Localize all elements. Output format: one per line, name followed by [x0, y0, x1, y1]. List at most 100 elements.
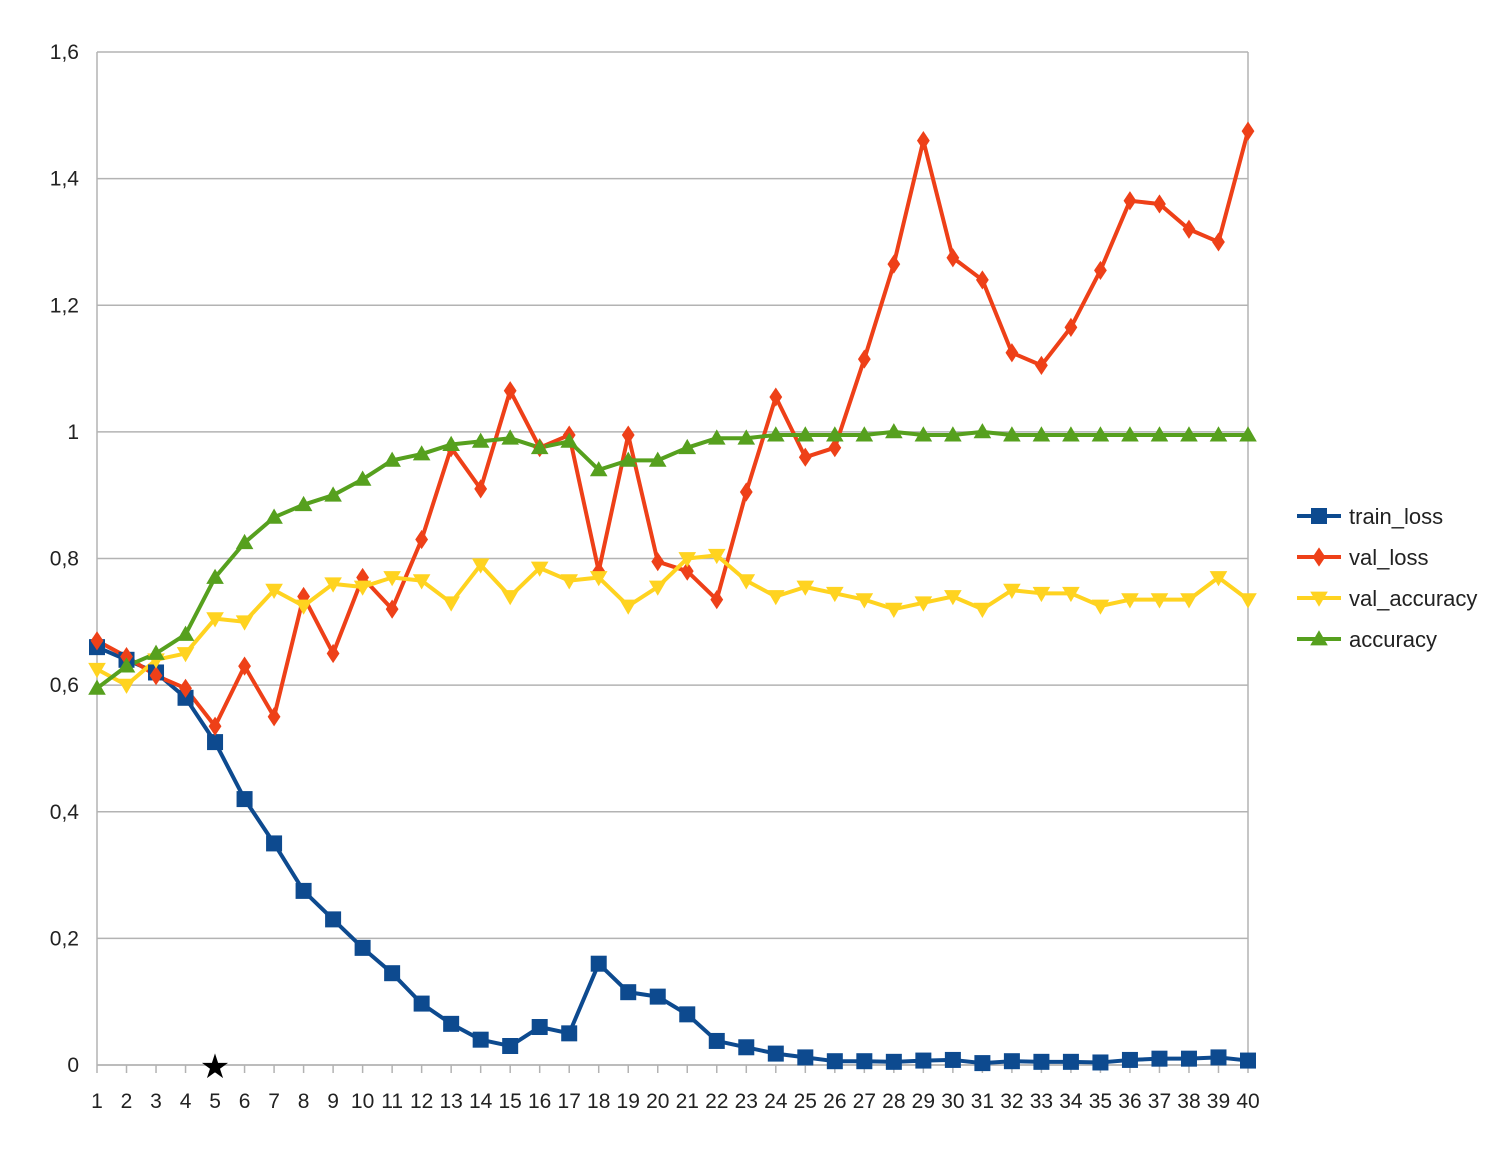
marker-triangle-down: [885, 602, 903, 618]
marker-square: [738, 1039, 755, 1056]
marker-diamond: [887, 254, 901, 274]
marker-triangle-up: [1003, 426, 1021, 442]
marker-triangle-up: [324, 486, 342, 502]
marker-triangle-up: [412, 445, 431, 461]
marker-square: [325, 911, 342, 928]
x-tick-label: 2: [121, 1090, 133, 1113]
marker-diamond: [1035, 355, 1048, 375]
marker-square: [826, 1053, 843, 1070]
marker-square: [1240, 1052, 1256, 1069]
marker-square: [531, 1019, 548, 1036]
x-tick-label: 40: [1236, 1090, 1259, 1113]
marker-diamond: [503, 381, 517, 401]
marker-triangle-up: [471, 432, 490, 448]
marker-triangle-up: [1032, 426, 1051, 442]
marker-triangle-down: [442, 596, 460, 612]
marker-triangle-down: [707, 548, 726, 565]
marker-triangle-down: [176, 647, 195, 663]
marker-triangle-up: [530, 438, 549, 455]
marker-square: [1180, 1050, 1197, 1067]
marker-triangle-up: [796, 426, 815, 442]
marker-triangle-down: [1239, 593, 1257, 609]
marker-triangle-up: [1310, 630, 1328, 646]
marker-square: [885, 1053, 902, 1070]
marker-triangle-down: [412, 574, 431, 590]
marker-triangle-up: [1150, 426, 1169, 442]
marker-square: [1210, 1049, 1227, 1066]
x-tick-label: 28: [882, 1090, 905, 1113]
marker-triangle-up: [1239, 426, 1257, 442]
series-markers: [88, 121, 1257, 1072]
marker-diamond: [916, 131, 930, 151]
x-tick-label: 14: [469, 1090, 493, 1113]
marker-triangle-up: [1062, 426, 1080, 442]
marker-triangle-down: [1091, 599, 1110, 615]
legend-label: val_loss: [1349, 545, 1428, 570]
marker-square: [561, 1025, 578, 1042]
marker-triangle-up: [176, 625, 195, 641]
marker-triangle-down: [265, 583, 283, 599]
marker-square: [266, 835, 283, 852]
marker-triangle-up: [678, 438, 697, 455]
marker-diamond: [385, 599, 399, 619]
marker-diamond: [90, 631, 104, 651]
marker-diamond: [1241, 121, 1255, 141]
x-tick-label: 34: [1059, 1090, 1083, 1113]
marker-triangle-down: [88, 662, 106, 679]
marker-square: [944, 1051, 961, 1068]
marker-triangle-down: [648, 580, 667, 596]
marker-diamond: [651, 552, 665, 572]
marker-triangle-up: [1180, 426, 1198, 442]
legend-label: val_accuracy: [1349, 586, 1477, 611]
x-tick-label: 5: [209, 1090, 221, 1113]
marker-diamond: [1182, 219, 1196, 239]
marker-triangle-up: [914, 426, 933, 442]
marker-triangle-up: [1121, 426, 1139, 442]
marker-triangle-up: [265, 508, 283, 524]
marker-triangle-up: [707, 429, 726, 445]
x-tick-label: 23: [735, 1090, 758, 1113]
marker-diamond: [739, 482, 753, 502]
x-tick-label: 31: [971, 1090, 994, 1113]
marker-triangle-up: [589, 461, 608, 477]
marker-triangle-up: [766, 426, 785, 442]
marker-triangle-up: [855, 426, 874, 442]
marker-triangle-down: [324, 577, 342, 593]
series-line-train-loss: [96, 645, 1249, 1066]
legend: train_loss val_loss val_accuracy accuracy: [1297, 504, 1477, 652]
marker-diamond: [1312, 547, 1326, 567]
y-tick-label: 1,2: [50, 294, 79, 317]
y-tick-label: 0: [67, 1054, 79, 1077]
marker-square: [620, 984, 637, 1001]
x-tick-label: 20: [646, 1090, 669, 1113]
marker-triangle-down: [1209, 571, 1228, 587]
series-line-val-accuracy: [96, 553, 1250, 688]
marker-square: [679, 1006, 696, 1023]
x-tick-label: 10: [351, 1090, 374, 1113]
marker-diamond: [120, 647, 133, 667]
markers-accuracy: [88, 423, 1257, 695]
marker-triangle-up: [294, 495, 313, 512]
series-lines: [95, 130, 1250, 1066]
x-tick-label: 37: [1148, 1090, 1171, 1113]
markers-val-loss: [90, 121, 1255, 736]
x-tick-label: 15: [498, 1090, 521, 1113]
x-tick-label: 6: [239, 1090, 251, 1113]
marker-square: [1121, 1051, 1138, 1068]
marker-triangle-up: [1091, 426, 1110, 442]
marker-triangle-down: [530, 561, 549, 577]
legend-label: accuracy: [1349, 627, 1437, 652]
axes: 00,20,40,60,811,21,41,61 2 3 4 5 6 7 8 9 10 11 12 13…: [50, 41, 1260, 1113]
marker-triangle-up: [442, 435, 460, 451]
marker-triangle-up: [117, 657, 136, 673]
marker-triangle-down: [206, 612, 224, 628]
marker-triangle-up: [560, 432, 579, 448]
marker-triangle-down: [1032, 586, 1051, 603]
x-tick-label: 38: [1177, 1090, 1200, 1113]
marker-triangle-up: [353, 470, 372, 486]
marker-triangle-up: [383, 451, 401, 467]
marker-diamond: [1005, 343, 1019, 363]
marker-square: [708, 1032, 725, 1049]
marker-square: [384, 965, 401, 982]
